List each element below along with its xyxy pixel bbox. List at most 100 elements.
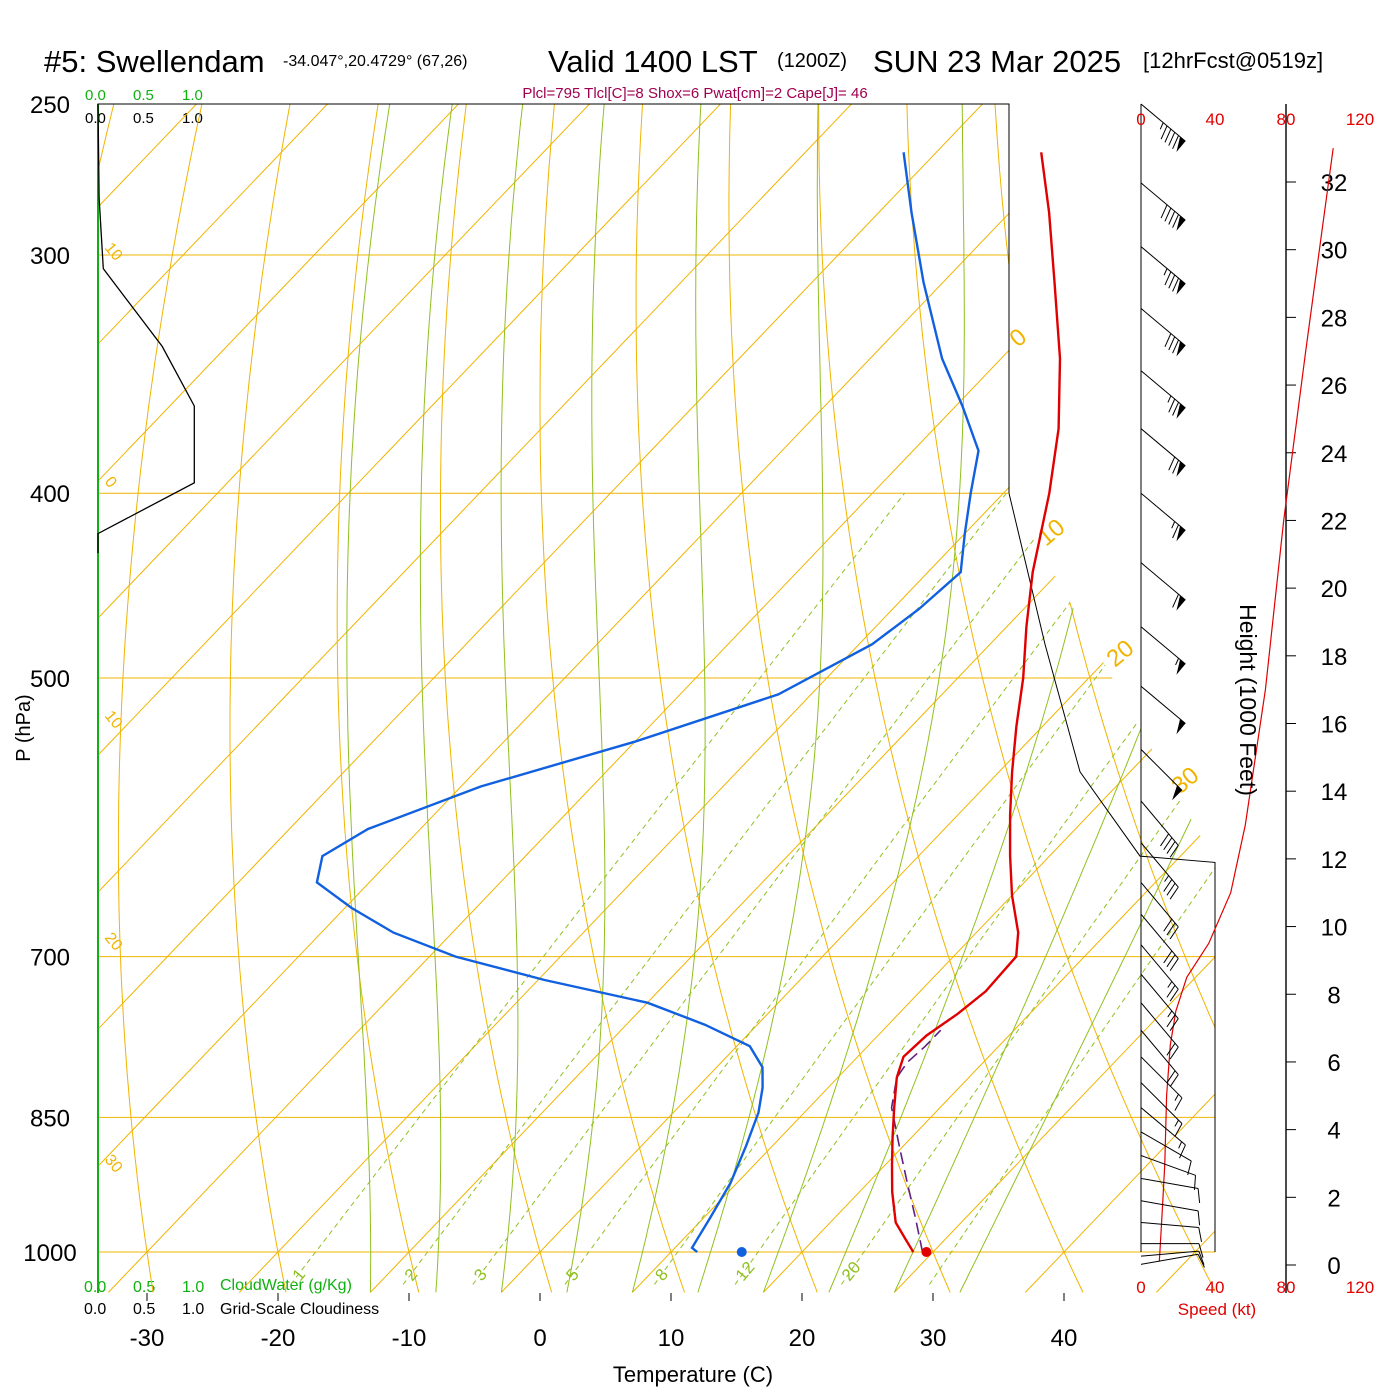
- x-tick-label: 10: [658, 1325, 685, 1352]
- height-tick-label: 24: [1321, 441, 1348, 468]
- barb-shaft: [1140, 800, 1179, 846]
- wind-barb: [1140, 749, 1183, 801]
- cloudwater-scale-bottom: 0.0 0.5 1.0 CloudWater (g/Kg): [84, 1277, 352, 1296]
- barb-full: [1166, 1070, 1176, 1084]
- barb-full: [1168, 274, 1176, 289]
- mixing-ratio-line: [840, 492, 1215, 1285]
- height-tick-label: 18: [1321, 644, 1348, 671]
- wind-barb: [1140, 1056, 1183, 1111]
- barb-flag: [1176, 215, 1186, 231]
- wind-barb: [1140, 842, 1179, 900]
- x-tick-label: 0: [533, 1325, 546, 1352]
- barb-full: [1166, 985, 1176, 998]
- barb-full: [1164, 271, 1172, 286]
- moist-adiabat: [697, 104, 824, 1293]
- barb-full: [1164, 207, 1172, 222]
- speed-axis-title: Speed (kt): [1178, 1300, 1256, 1319]
- isotherm-line: [98, 104, 1016, 1293]
- barb-shaft: [1140, 1155, 1196, 1176]
- barb-full: [1160, 125, 1168, 140]
- barb-full: [1198, 1227, 1203, 1242]
- isotherm-line: [98, 104, 361, 1293]
- barb-flag: [1176, 279, 1186, 295]
- barb-shaft: [1140, 492, 1186, 531]
- cloudiness-scale-top: 0.0 0.5 1.0: [85, 110, 203, 127]
- barb-full: [1172, 459, 1179, 474]
- barb-shaft: [1140, 1221, 1199, 1229]
- barb-flag: [1176, 461, 1186, 477]
- y-axis-title: P (hPa): [13, 694, 35, 761]
- barb-flag: [1176, 403, 1186, 419]
- wind-barb: [1140, 1002, 1179, 1060]
- wind-barb: [1140, 1155, 1197, 1190]
- barb-half: [1167, 1010, 1173, 1018]
- dry-adiabat: [117, 104, 210, 1293]
- barb-half: [1175, 658, 1179, 666]
- wind-barb: [1140, 685, 1186, 735]
- height-tick-label: 12: [1321, 847, 1348, 874]
- mixing-ratio-line: [472, 492, 1070, 1285]
- wind-barb: [1140, 562, 1186, 611]
- surface-dewpoint-dot: [736, 1247, 747, 1257]
- barb-shaft: [1140, 562, 1186, 601]
- wind-barb: [1140, 1253, 1205, 1268]
- barb-full: [1179, 1144, 1186, 1159]
- dry-adiabat: [905, 104, 1215, 1293]
- barb-full: [1198, 1250, 1205, 1265]
- barb-full: [1168, 211, 1176, 225]
- moist-adiabat: [500, 104, 524, 1293]
- height-tick-label: 2: [1327, 1185, 1340, 1212]
- barb-full: [1197, 1210, 1201, 1226]
- wind-barb: [1140, 944, 1179, 1002]
- barb-full: [1160, 833, 1170, 847]
- barb-full: [1164, 333, 1172, 347]
- wind-barb: [1140, 246, 1186, 295]
- p-tick-label: 400: [30, 481, 70, 508]
- x-tick-label: -30: [130, 1325, 165, 1352]
- height-tick-label: 14: [1321, 779, 1348, 806]
- wind-barb: [1140, 1107, 1186, 1159]
- x-tick-label: -10: [392, 1325, 427, 1352]
- height-tick-label: 0: [1327, 1253, 1340, 1280]
- barb-flag: [1176, 719, 1186, 735]
- mixing-ratio-label: 2: [401, 1265, 422, 1284]
- cloudwater-label: CloudWater (g/Kg): [220, 1277, 352, 1294]
- wind-barb: [1140, 1200, 1201, 1226]
- barb-half: [1171, 521, 1176, 529]
- isotherm-line: [894, 104, 1215, 1293]
- barb-full: [1160, 204, 1168, 219]
- barb-shaft: [1140, 1029, 1179, 1075]
- barb-full: [1172, 277, 1179, 292]
- moist-adiabat: [762, 104, 965, 1293]
- dry-adiabat: [1342, 70, 1400, 1292]
- isotherm-line: [370, 104, 1215, 1293]
- barb-full: [1172, 339, 1179, 354]
- dry-adiabat: [229, 104, 297, 1293]
- mixing-ratio-line: [564, 492, 1153, 1285]
- p-tick-label: 700: [30, 945, 70, 972]
- barb-full: [1166, 882, 1176, 896]
- isotherm-line: [98, 104, 754, 1293]
- x-tick-label: 30: [920, 1325, 947, 1352]
- barb-flag: [1176, 595, 1186, 611]
- wind-barb: [1140, 913, 1179, 971]
- p-tick-label: 300: [30, 243, 70, 270]
- wind-barb: [1140, 1250, 1205, 1265]
- height-tick-label: 20: [1321, 576, 1348, 603]
- barb-shaft: [1140, 1107, 1186, 1146]
- barb-full: [1172, 214, 1179, 228]
- mixing-ratio-line: [402, 492, 1007, 1285]
- isotherm-label: 20: [1102, 635, 1140, 673]
- mixing-ratio-label: 12: [732, 1258, 759, 1285]
- x-tick-label: -20: [261, 1325, 296, 1352]
- barb-full: [1168, 132, 1176, 146]
- wind-barb: [1140, 1177, 1201, 1204]
- mixing-ratio-label: 5: [562, 1265, 583, 1284]
- moist-adiabat: [419, 104, 453, 1293]
- scale-label: 0.5: [133, 87, 154, 104]
- barb-shaft: [1140, 246, 1186, 285]
- moist-adiabat: [959, 104, 1215, 1293]
- barb-full: [1172, 524, 1179, 539]
- isotherm-line: [763, 104, 1215, 1293]
